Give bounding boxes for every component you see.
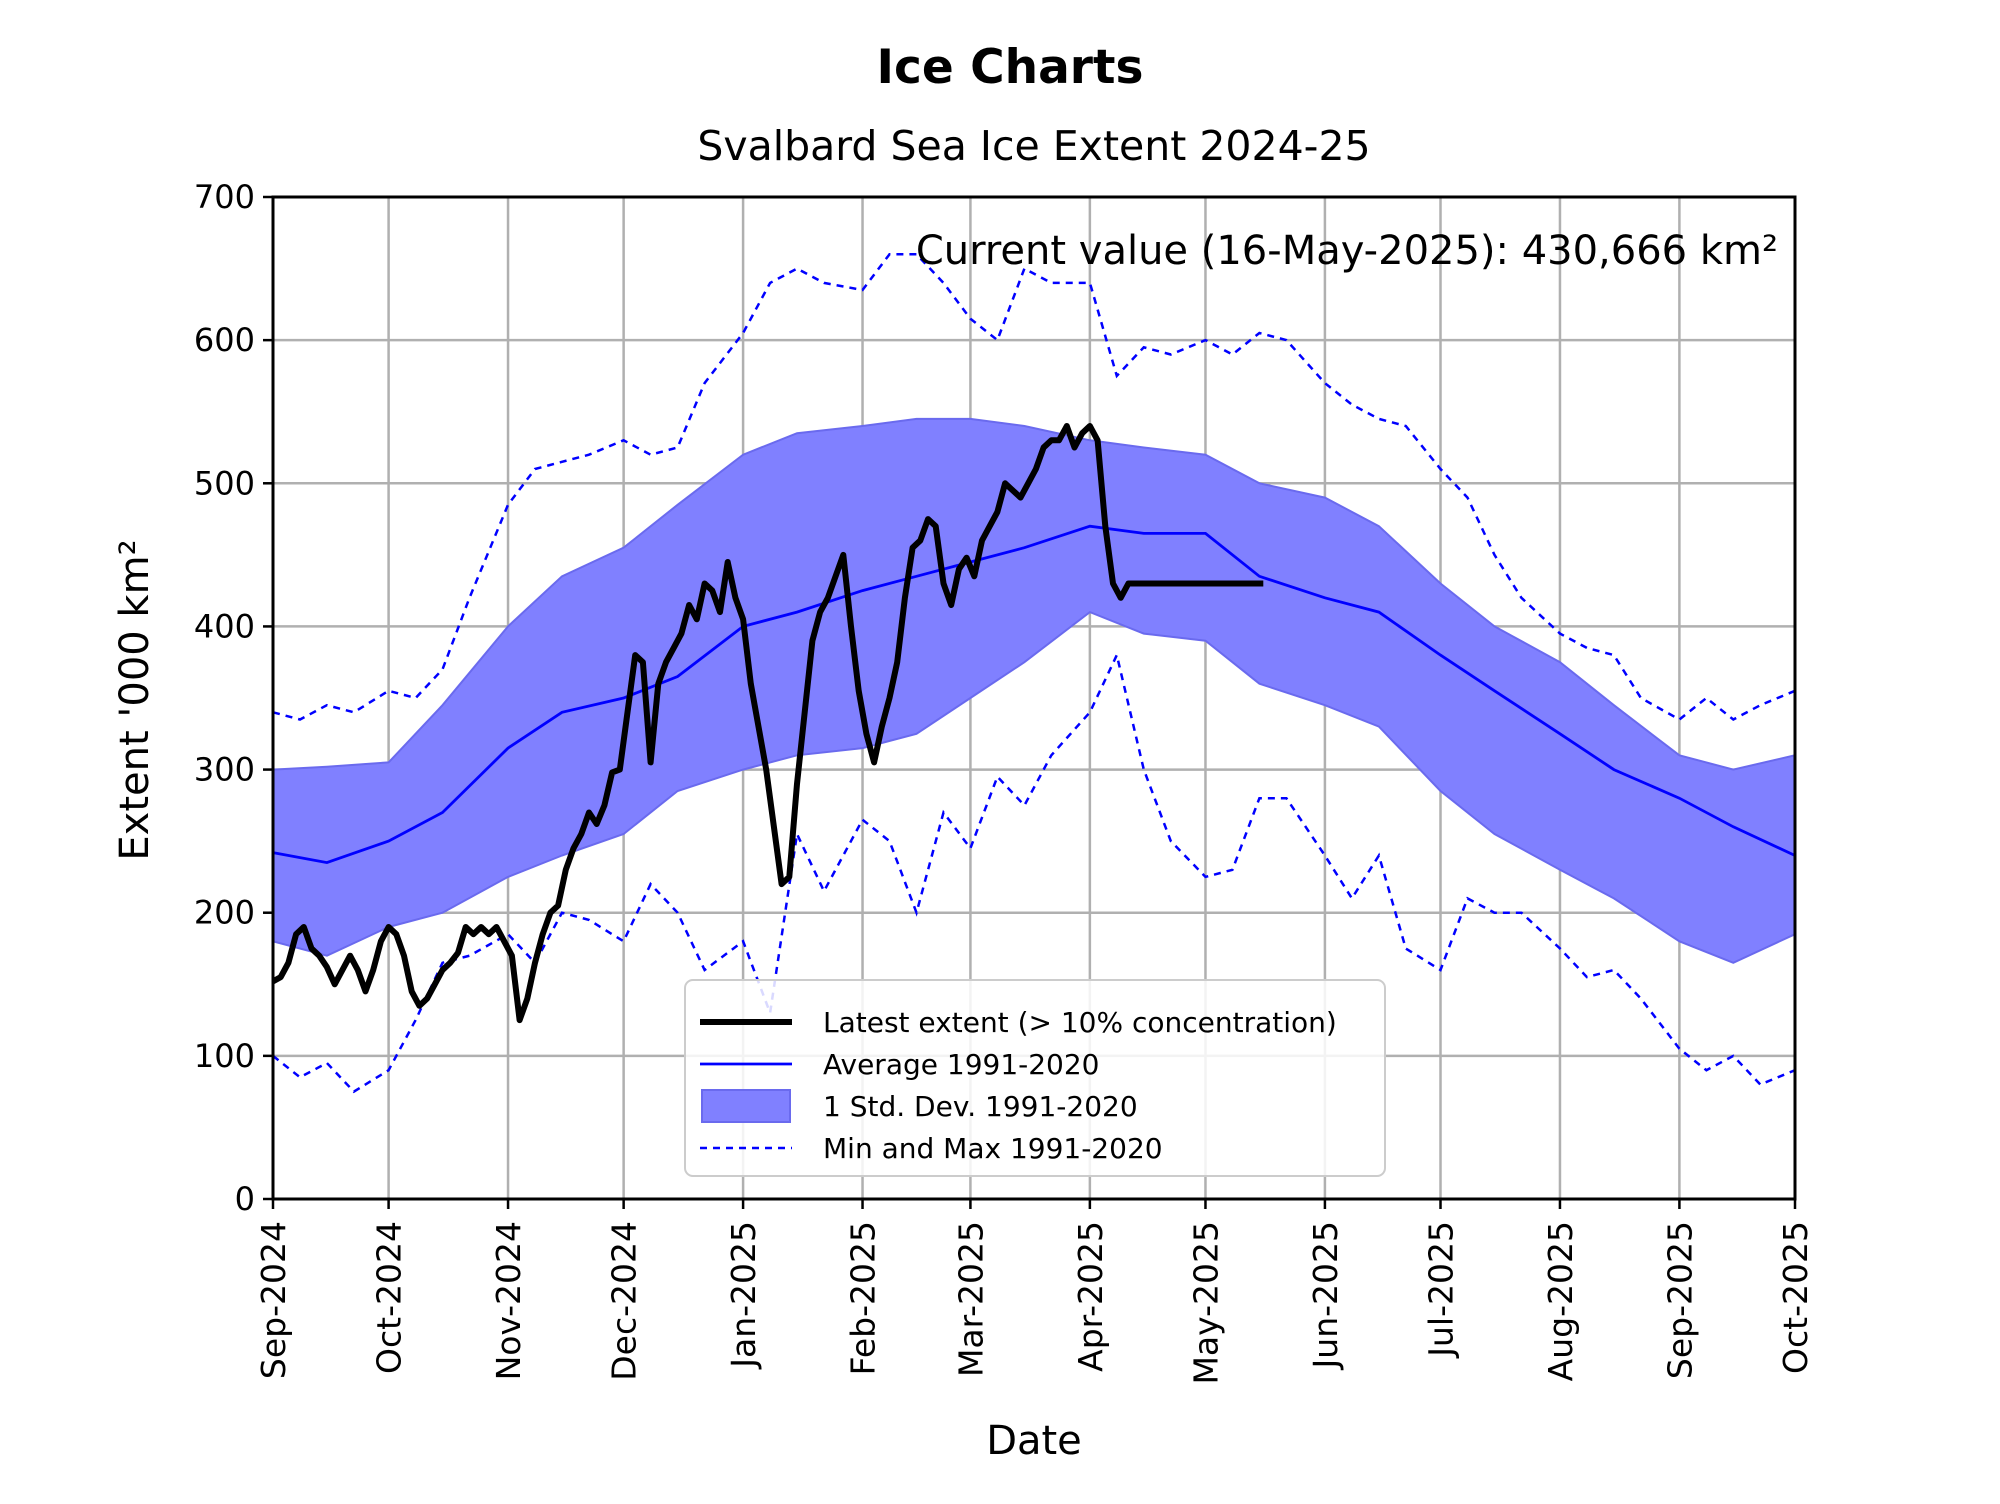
- y-tick-label: 300: [194, 751, 255, 789]
- legend-label: 1 Std. Dev. 1991-2020: [823, 1090, 1138, 1123]
- y-tick-label: 700: [194, 178, 255, 216]
- y-tick-label: 400: [194, 607, 255, 645]
- latest-extent-line: [271, 423, 1264, 1024]
- x-tick-label: Nov-2024: [489, 1221, 528, 1380]
- chart-subtitle: Svalbard Sea Ice Extent 2024-25: [697, 122, 1370, 170]
- x-tick-label: Mar-2025: [951, 1221, 990, 1377]
- legend: Latest extent (> 10% concentration) Avera…: [684, 979, 1386, 1177]
- y-tick-label: 0: [235, 1180, 255, 1218]
- legend-item: 1 Std. Dev. 1991-2020: [701, 1089, 1138, 1123]
- x-tick-label: Feb-2025: [844, 1221, 883, 1375]
- x-tick-label: Jul-2025: [1422, 1221, 1461, 1359]
- legend-label: Average 1991-2020: [823, 1048, 1100, 1081]
- plot-frame: [271, 195, 1797, 1201]
- x-tick-label: Oct-2025: [1776, 1221, 1815, 1374]
- legend-item: Latest extent (> 10% concentration): [700, 1006, 1337, 1039]
- x-tick-label: Aug-2025: [1541, 1221, 1580, 1381]
- y-tick-label: 200: [194, 894, 255, 932]
- x-tick-label: Oct-2024: [370, 1221, 409, 1374]
- x-tick-label: Jun-2025: [1306, 1221, 1345, 1370]
- max-line: [272, 253, 1796, 722]
- legend-item: Average 1991-2020: [700, 1048, 1100, 1081]
- series-lines: [271, 253, 1796, 1094]
- x-tick-label: Apr-2025: [1071, 1221, 1110, 1372]
- legend-box: [684, 979, 1386, 1177]
- axes: Sep-2024 Oct-2024 Nov-2024 Dec-2024 Jan-2025…: [194, 178, 1815, 1385]
- x-tick-label: Dec-2024: [605, 1221, 644, 1381]
- y-tick-label: 600: [194, 321, 255, 359]
- y-tick-label: 500: [194, 464, 255, 502]
- y-tick-label: 100: [194, 1037, 255, 1075]
- x-tick-label: Jan-2025: [724, 1221, 763, 1370]
- y-axis-label: Extent '000 km²: [112, 539, 158, 860]
- legend-label: Min and Max 1991-2020: [823, 1132, 1163, 1165]
- legend-item: Min and Max 1991-2020: [700, 1132, 1163, 1165]
- legend-swatch-std-dev: [701, 1089, 791, 1123]
- x-axis-label: Date: [986, 1418, 1082, 1464]
- average-line: [272, 524, 1796, 865]
- current-value-annotation: Current value (16-May-2025): 430,666 km²: [916, 228, 1778, 274]
- legend-label: Latest extent (> 10% concentration): [823, 1006, 1337, 1039]
- x-tick-label: May-2025: [1186, 1221, 1225, 1385]
- chart-title: Ice Charts: [877, 40, 1144, 95]
- x-tick-label: Sep-2024: [254, 1221, 293, 1379]
- x-tick-label: Sep-2025: [1660, 1221, 1699, 1379]
